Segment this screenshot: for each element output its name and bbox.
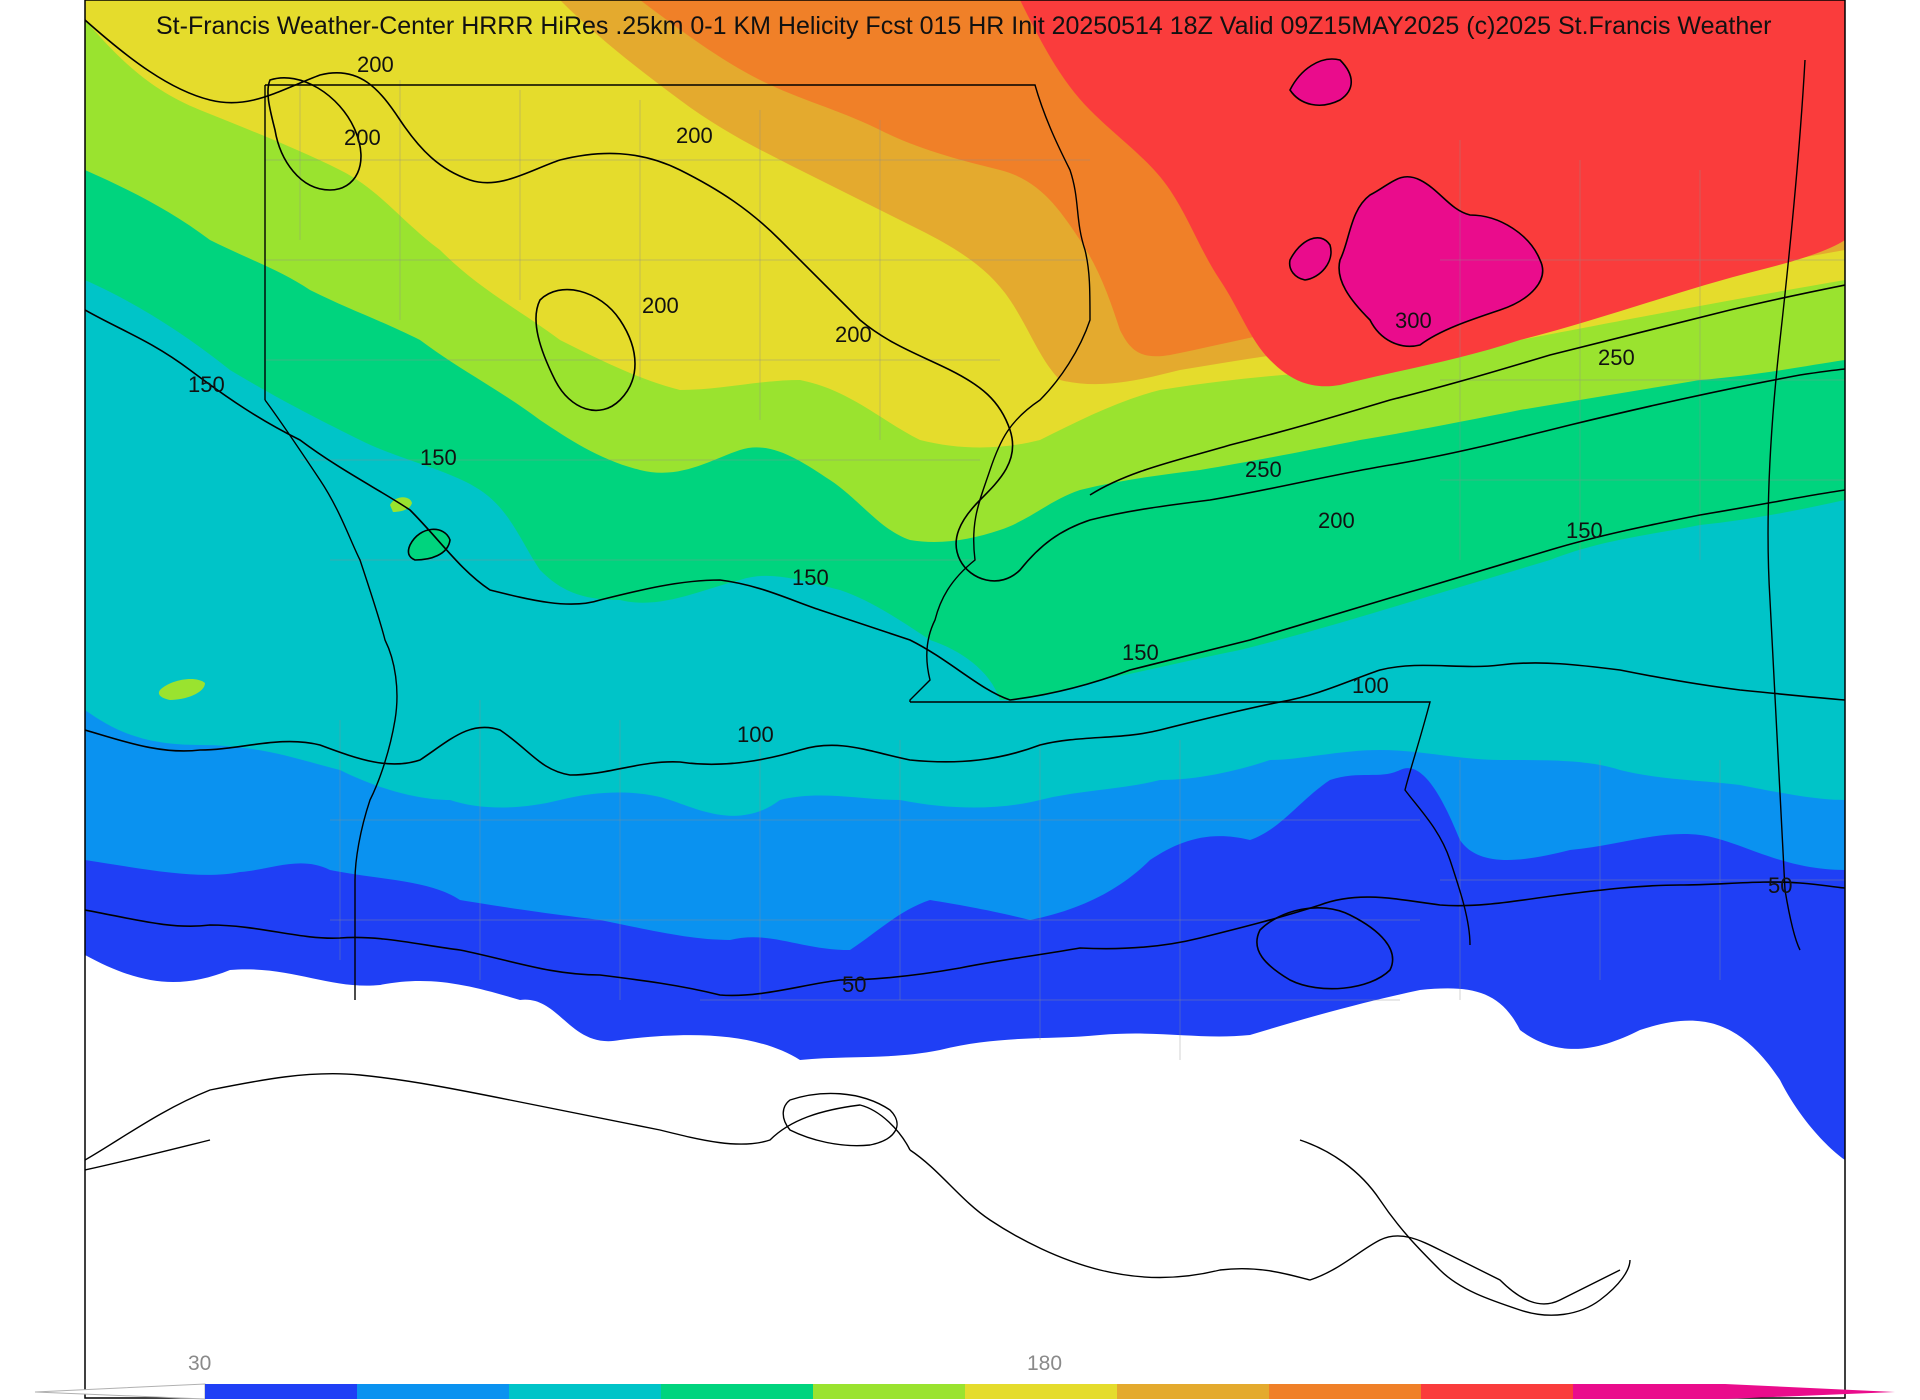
contour-50 [85,881,1845,997]
contour-label: 150 [420,445,457,470]
colorbar-segment [813,1384,966,1399]
contours [85,19,1845,997]
helicity-field [85,0,1845,1398]
state-border-river-west [264,399,398,1000]
contour-labels: 200 200 200 200 200 150 150 150 100 100 … [188,52,1792,997]
county-line [330,819,1420,1001]
contour-200-b [267,77,362,191]
contour-label: 150 [1122,640,1159,665]
contour-label: 200 [676,123,713,148]
contour-label: 150 [1566,518,1603,543]
contour-label: 150 [188,372,225,397]
contour-200-north [85,19,1845,582]
contour-50-loop [1256,907,1394,990]
contour-label: 200 [1318,508,1355,533]
contour-label: 200 [357,52,394,77]
contour-300 [1338,175,1544,347]
county-line [265,159,1090,561]
colorbar-segment [661,1384,814,1399]
band-low-gulf [85,955,1845,1398]
contour-150 [85,309,1845,701]
county-line [1440,760,1845,1000]
colorbar-tick-label: 180 [1027,1352,1062,1375]
state-border-arkansas [265,84,1091,702]
colorbar-segment [965,1384,1118,1399]
county-line [1440,140,1845,560]
state-borders [85,59,1806,1316]
colorbar-segment [1117,1384,1270,1399]
state-border-ark-south [910,701,1471,946]
contour-300-b [1288,237,1332,281]
state-border-east [1767,59,1806,951]
colorbar: 30 180 [34,1352,1895,1400]
contour-label: 150 [792,565,829,590]
map-title: St-Francis Weather-Center HRRR HiRes .25… [156,12,1771,40]
colorbar-segment [509,1384,662,1399]
contour-label: 100 [1352,673,1389,698]
band-500 [1289,59,1543,347]
coastline-2 [909,1149,1621,1305]
contour-200-a [535,288,636,412]
contour-200-spot [407,528,451,561]
county-lines [265,80,1845,1060]
contour-label: 50 [842,972,866,997]
colorbar-tick-label: 30 [188,1352,211,1375]
band-spot-1 [158,679,205,700]
contour-label: 250 [1245,457,1282,482]
band-spot-2 [408,529,450,560]
colorbar-segment [357,1384,510,1399]
contour-label: 100 [737,722,774,747]
colorbar-segment [205,1384,358,1399]
contour-label: 200 [835,322,872,347]
colorbar-segment [1421,1384,1574,1399]
contour-label: 250 [1598,345,1635,370]
contour-300-c [1289,58,1353,106]
colorbar-segment [1573,1384,1726,1399]
contour-label: 50 [1768,873,1792,898]
county-line [339,700,1181,1060]
coastline-1 [85,1073,911,1161]
coastline-4 [85,1139,211,1171]
contour-250 [1089,284,1845,496]
contour-label: 300 [1395,308,1432,333]
coastline-3 [1299,1139,1631,1316]
contour-100 [85,662,1845,776]
coastline-lake [782,1092,898,1147]
colorbar-segments [205,1384,1726,1399]
contour-label: 200 [642,293,679,318]
colorbar-high-arrow [1725,1384,1895,1399]
contour-label: 200 [344,125,381,150]
colorbar-segment [1269,1384,1422,1399]
